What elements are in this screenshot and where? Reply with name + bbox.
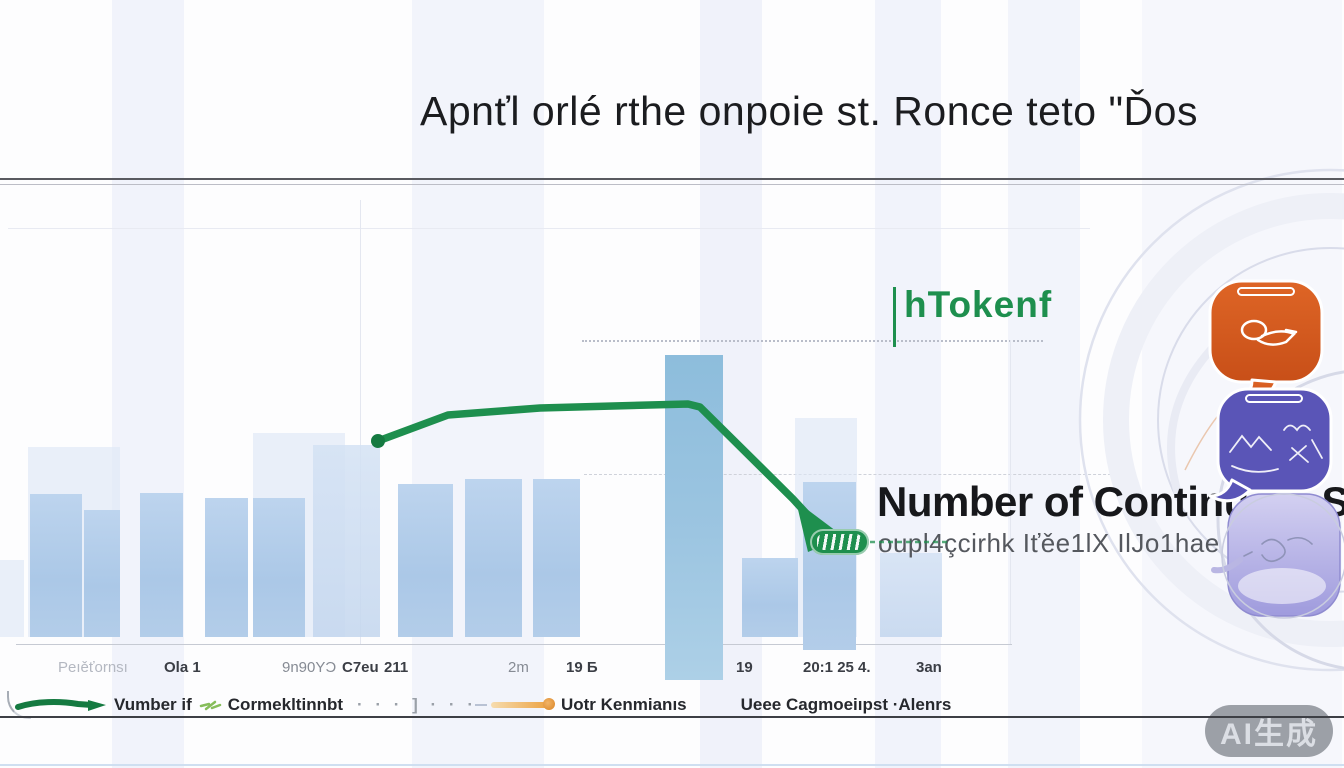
panel-subheading: oupl4çcirhk Iťěe1lX IlJo1hae	[878, 528, 1220, 558]
legend-separator-dots: · · · ] · · ·	[357, 695, 477, 714]
bar	[803, 482, 856, 650]
panel-heading: Number of Continuers Sharr	[877, 478, 1344, 525]
background-stripe	[875, 0, 941, 768]
green-line-legend-marker	[15, 699, 106, 711]
bar	[253, 498, 305, 637]
x-axis-tick: 9n90YϽ	[282, 659, 337, 676]
chart-legend: Vumber if Cormekltinnbt · · · ] · · · Uo…	[14, 690, 957, 720]
x-axis-tick: Peıěťornsı	[58, 659, 128, 676]
bar	[84, 510, 120, 637]
footer-divider	[0, 716, 1344, 718]
legend-item2-label: Uotr Kenmianıs	[560, 695, 687, 714]
bar	[742, 558, 798, 637]
dashed-line	[584, 474, 1136, 475]
header-divider-strong	[0, 178, 1344, 180]
x-axis-tick: 3an	[916, 659, 942, 676]
x-axis-tick: 19 Б	[566, 659, 598, 676]
gridline-horizontal	[8, 228, 1090, 229]
bar	[465, 479, 522, 637]
background-stripe	[412, 0, 544, 768]
legend-item1-suffix: Cormekltinnbt	[227, 695, 344, 714]
header-divider-light	[0, 184, 1344, 185]
bar	[398, 484, 453, 637]
orange-line-legend-marker	[474, 698, 555, 710]
x-axis-line	[16, 644, 1012, 645]
legend-sparkle-icon	[199, 700, 222, 711]
value-badge	[810, 529, 869, 555]
x-axis-tick: 211	[384, 659, 409, 676]
legend-item3-label: Ueee Cagmoeiıpst ·Alenrs	[740, 695, 952, 714]
x-axis-tick: 2m	[508, 659, 529, 676]
bar	[880, 553, 942, 637]
background-stripe	[1008, 0, 1080, 768]
gridline-vertical	[1010, 340, 1011, 644]
dotted-line	[582, 340, 1043, 342]
bottom-edge-line	[0, 764, 1344, 766]
ai-generated-watermark: AI生成	[1205, 705, 1333, 757]
watermark-text: AI生成	[1220, 718, 1318, 751]
bar	[533, 479, 580, 637]
bar	[140, 493, 183, 637]
bar	[205, 498, 248, 637]
bar	[313, 445, 380, 637]
gridline-vertical	[360, 200, 361, 644]
bar	[665, 355, 723, 680]
legend-item1-prefix: Vumber if	[114, 695, 192, 714]
x-axis-tick: 20:1 25 4.	[803, 659, 871, 676]
bar	[30, 494, 82, 637]
background-stripe	[112, 0, 184, 768]
page-title: Apnťl orlé rthe onpoie st. Ronce teto "Ď…	[420, 88, 1198, 134]
annotation-label: hTokenf	[904, 284, 1053, 325]
bar-ghost	[0, 560, 24, 637]
annotation-cursor	[893, 287, 896, 347]
x-axis-tick: 19	[736, 659, 753, 676]
x-axis-tick: C7eu	[342, 659, 379, 676]
x-axis-tick: Ola 1	[164, 659, 201, 676]
